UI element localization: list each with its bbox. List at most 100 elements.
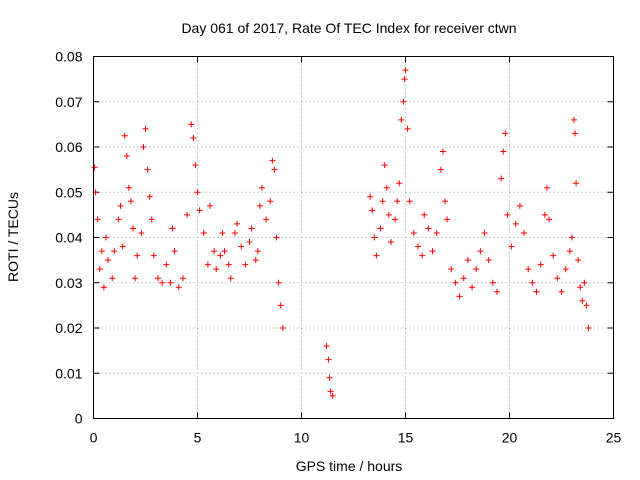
data-point [115,216,122,223]
data-point [585,325,592,331]
data-point [256,202,263,209]
data-point [123,153,130,160]
data-point [406,198,413,205]
data-point [100,284,107,291]
data-point [400,98,407,105]
data-point [206,202,213,209]
data-point [269,157,276,164]
data-point [248,225,255,232]
data-point [439,148,446,155]
data-point [568,234,575,241]
data-point [329,392,336,399]
data-point [254,248,261,255]
data-point [327,388,334,395]
data-point [429,248,436,255]
data-point [130,225,137,232]
data-point [227,275,234,282]
data-point [543,184,550,191]
data-point [171,248,178,255]
data-point [419,252,426,259]
data-point [109,275,116,282]
data-point [379,198,386,205]
data-point [127,198,134,205]
data-point [273,234,280,241]
data-point [238,243,245,250]
data-point [142,125,149,132]
data-point [392,216,399,223]
data-point [541,211,548,218]
data-point [546,216,553,223]
data-point [134,252,141,259]
y-tick-label: 0.08 [55,49,82,65]
data-point [252,257,259,264]
data-point [525,266,532,273]
data-point [117,202,124,209]
data-point [246,239,253,246]
data-point [91,164,98,171]
data-point [192,162,199,169]
data-point [125,184,132,191]
data-point [554,275,561,282]
data-point [381,162,388,169]
data-point [573,180,580,187]
data-point [271,166,278,173]
data-point [579,297,586,304]
data-point [460,275,467,282]
data-point [96,266,103,273]
data-point [387,239,394,246]
data-point [398,116,405,123]
data-point [190,134,197,141]
y-tick-label: 0.05 [55,184,82,200]
y-tick-label: 0.06 [55,139,82,155]
data-point [421,211,428,218]
data-point [394,198,401,205]
data-point [326,374,333,381]
data-point [469,284,476,291]
data-point [258,184,265,191]
x-tick-label: 10 [294,430,310,446]
data-point [140,144,147,150]
data-point [533,288,540,295]
x-axis-label: GPS time / hours [296,458,403,474]
data-point [502,130,509,137]
data-point [263,216,270,223]
data-point [485,257,492,264]
data-point [167,279,174,286]
data-point [148,216,155,223]
data-point [477,248,484,255]
x-tick-label: 25 [606,430,622,446]
data-point [402,67,409,74]
data-point [234,220,241,227]
data-point [425,225,432,232]
data-point [566,248,573,255]
data-point [175,284,182,291]
data-point [575,257,582,264]
data-point [383,184,390,191]
data-point [581,279,588,286]
data-point [481,229,488,236]
data-point [385,211,392,218]
y-axis-label: ROTI / TECUs [5,192,21,282]
data-point [194,189,201,196]
x-tick-label: 15 [398,430,414,446]
y-tick-label: 0.02 [55,320,82,336]
data-point [119,243,126,250]
data-point [279,325,286,331]
data-point [213,266,220,273]
data-point [500,148,507,155]
data-point [169,225,176,232]
data-point [516,202,523,209]
data-point [537,261,544,268]
x-tick-label: 0 [90,430,98,446]
y-tick-label: 0.01 [55,365,82,381]
y-tick-label: 0 [75,411,83,427]
data-point [217,252,224,259]
data-point [121,132,128,139]
data-point [323,343,330,350]
plot-frame [93,56,614,419]
data-point [401,76,408,83]
data-point [150,252,157,259]
data-point [414,243,421,250]
data-point [267,198,274,205]
